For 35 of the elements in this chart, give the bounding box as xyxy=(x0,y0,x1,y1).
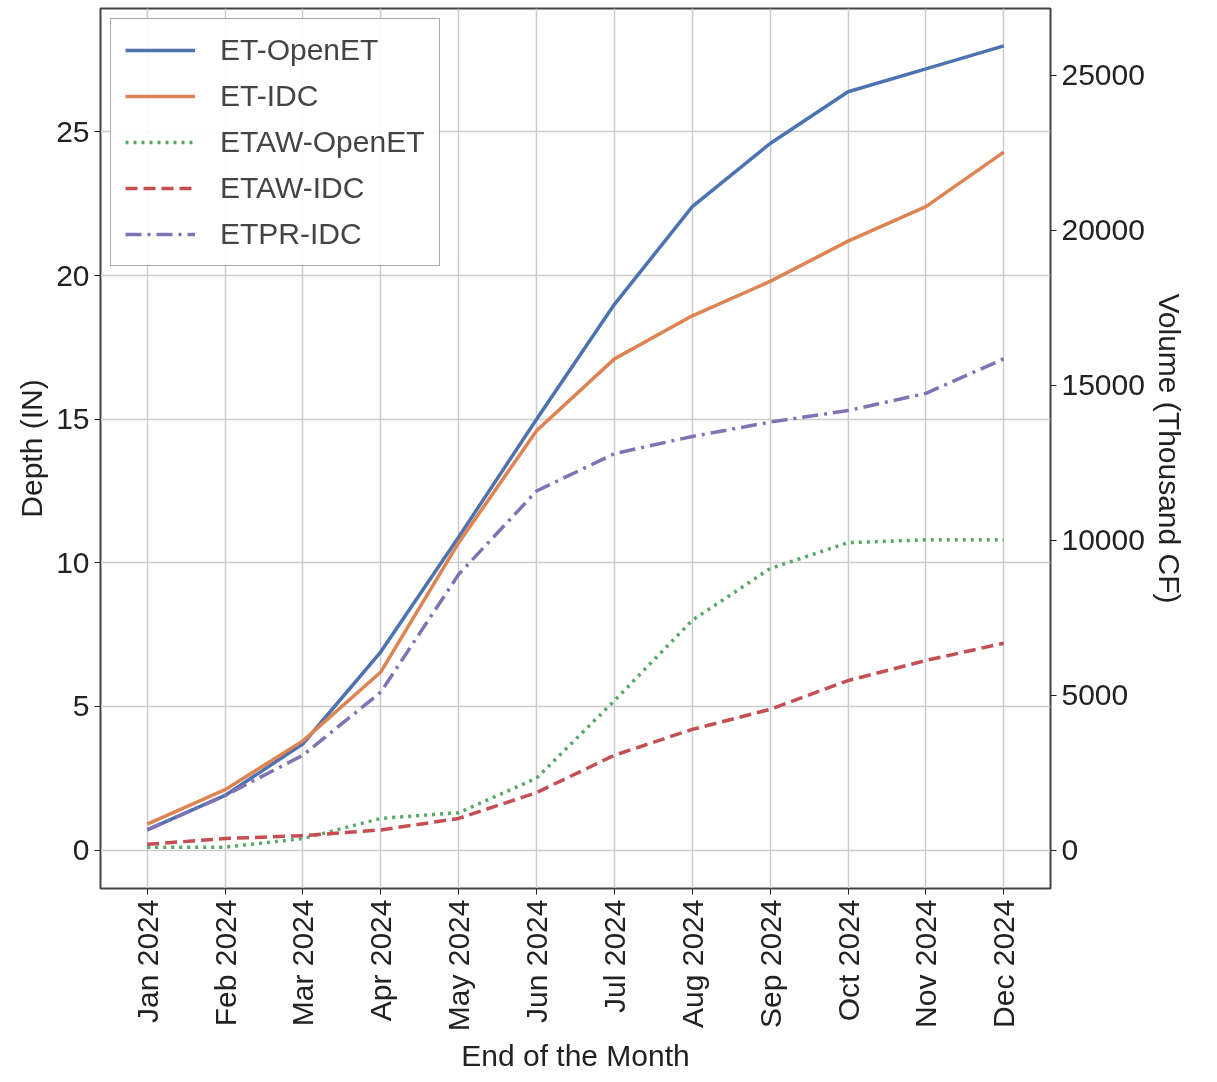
y-tick-label: 15 xyxy=(56,402,90,436)
y-tick-label: 25 xyxy=(56,115,90,148)
legend-label: ET-OpenET xyxy=(220,33,379,67)
y-tick-label: 5 xyxy=(72,689,90,723)
legend-label: ETAW-OpenET xyxy=(220,125,425,159)
x-tick-label: May 2024 xyxy=(442,899,476,1032)
y-tick-label: 10 xyxy=(56,545,90,579)
y2-tick-label: 10000 xyxy=(1061,523,1145,557)
legend-label: ET-IDC xyxy=(220,79,319,113)
line-series xyxy=(145,357,1006,832)
x-tick-label: Jan 2024 xyxy=(130,899,164,1023)
x-tick-label: Mar 2024 xyxy=(286,899,320,1027)
y2-tick-label: 15000 xyxy=(1061,368,1145,402)
x-tick-label: Aug 2024 xyxy=(675,899,709,1028)
x-tick-label: Apr 2024 xyxy=(364,899,398,1022)
line-series xyxy=(145,538,1006,849)
y-axis-title: Depth (IN) xyxy=(15,379,49,518)
legend-label: ETPR-IDC xyxy=(220,217,362,251)
x-tick-label: Sep 2024 xyxy=(753,899,787,1028)
x-tick-label: Jun 2024 xyxy=(520,899,554,1023)
legend-label: ETAW-IDC xyxy=(220,171,365,205)
y2-tick-label: 5000 xyxy=(1061,678,1129,712)
x-axis-title: End of the Month xyxy=(461,1039,690,1073)
x-tick-label: Oct 2024 xyxy=(831,899,865,1022)
y2-tick-label: 0 xyxy=(1061,833,1079,867)
line-series xyxy=(145,641,1006,847)
x-tick-label: Jul 2024 xyxy=(597,899,631,1013)
y2-tick-label: 25000 xyxy=(1061,58,1145,92)
x-tick-label: Feb 2024 xyxy=(208,899,242,1027)
y2-tick-label: 20000 xyxy=(1061,213,1145,247)
x-tick-label: Nov 2024 xyxy=(909,899,943,1028)
y-tick-label: 20 xyxy=(56,258,90,292)
y-tick-label: 0 xyxy=(72,833,90,867)
y2-axis-title: Volume (Thousand CF) xyxy=(1152,293,1186,604)
x-tick-label: Dec 2024 xyxy=(987,899,1021,1028)
